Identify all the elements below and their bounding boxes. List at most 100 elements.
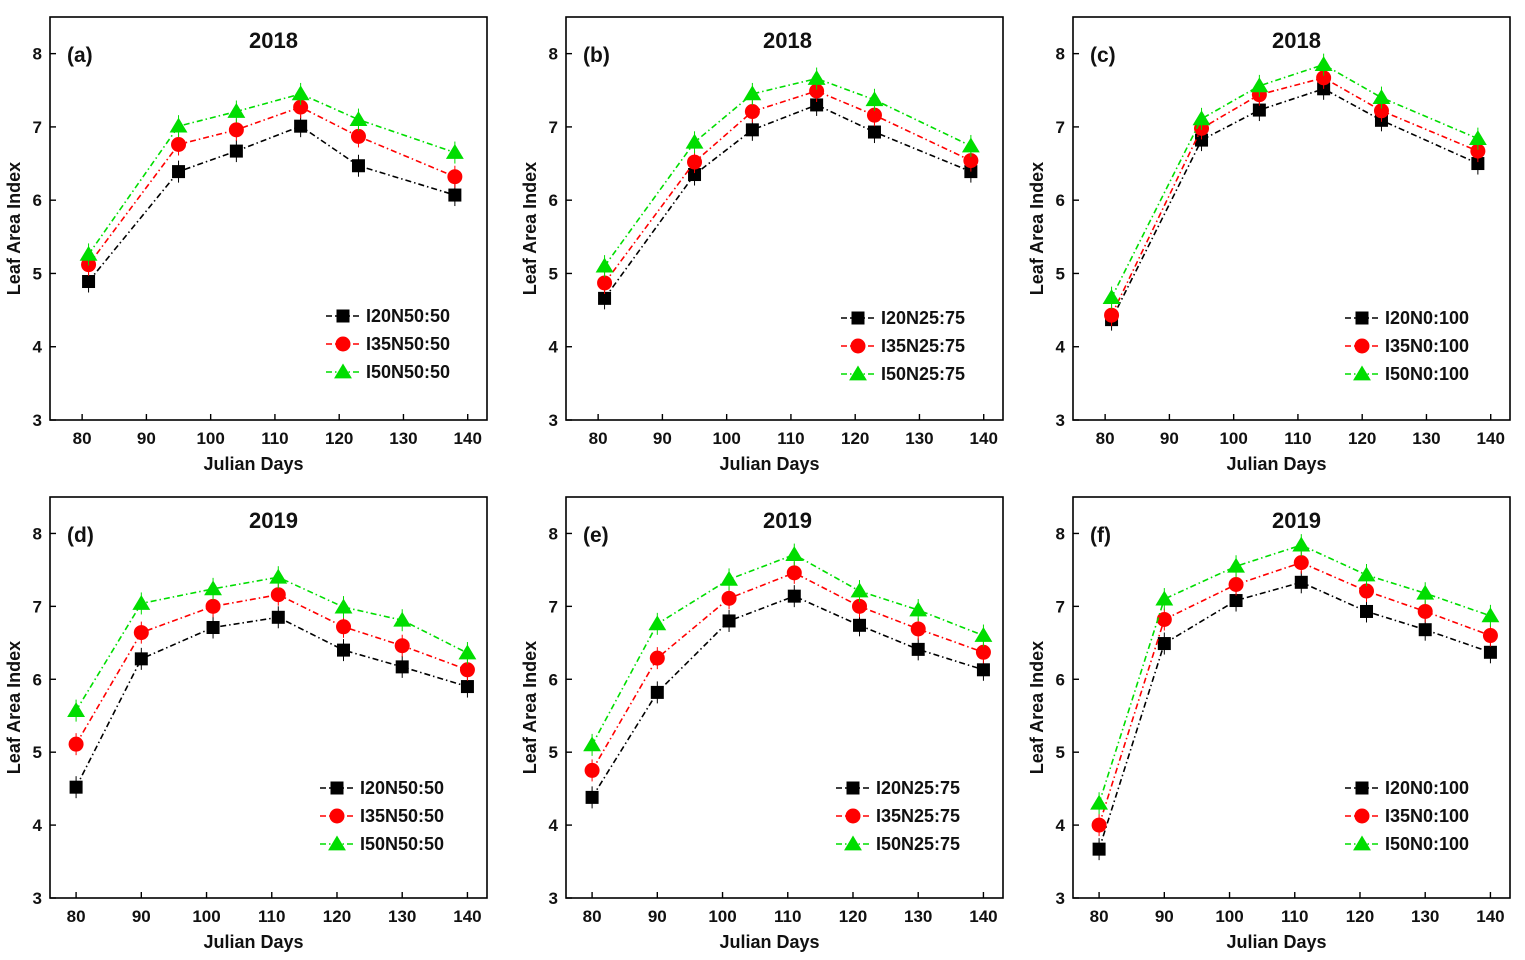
- data-point: [69, 780, 83, 794]
- y-tick-label: 7: [1056, 118, 1065, 137]
- plot-frame: [565, 16, 1004, 421]
- legend-label: I20N0:100: [1385, 308, 1469, 328]
- legend: I20N0:100 I35N0:100 I50N0:100: [1345, 308, 1469, 384]
- data-point: [1471, 157, 1485, 171]
- legend: I20N25:75 I35N25:75 I50N25:75: [841, 308, 965, 384]
- data-point: [82, 275, 96, 289]
- x-tick-label: 140: [453, 907, 481, 926]
- data-point: [458, 644, 477, 660]
- series-I50N50:50: [79, 82, 464, 266]
- data-point: [975, 644, 991, 660]
- plot-frame: [1072, 496, 1511, 899]
- x-tick-label: 130: [388, 907, 416, 926]
- chart-panel-e: 80 90 100 110 120 130 140 3 4 5 6 7 8 Julian Days Leaf…: [520, 496, 1004, 952]
- data-point: [67, 702, 86, 717]
- legend-marker: [1355, 311, 1369, 325]
- series-I20N0:100: [1105, 77, 1485, 331]
- chart-panel-b: 80 90 100 110 120 130 140 3 4 5 6 7 8 Julian Days Leaf…: [520, 16, 1004, 474]
- data-point: [169, 117, 188, 133]
- series-I50N0:100: [1090, 534, 1500, 815]
- y-tick-label: 4: [33, 338, 43, 357]
- x-tick-label: 90: [653, 429, 672, 448]
- y-tick-label: 8: [33, 524, 42, 543]
- x-tick-label: 130: [904, 907, 932, 926]
- data-point: [1157, 637, 1171, 651]
- legend: I20N50:50 I35N50:50 I50N50:50: [320, 778, 444, 854]
- series-I50N25:75: [583, 543, 993, 756]
- x-tick-label: 130: [1412, 429, 1440, 448]
- x-axis-title: Julian Days: [719, 932, 819, 952]
- x-tick-label: 130: [905, 429, 933, 448]
- legend-label: I35N0:100: [1385, 336, 1469, 356]
- chart-panel-d: 80 90 100 110 120 130 140 3 4 5 6 7 8 Julian Days Leaf…: [4, 496, 488, 952]
- x-tick-label: 80: [589, 429, 608, 448]
- y-tick-label: 6: [33, 191, 42, 210]
- legend-label: I20N25:75: [881, 308, 965, 328]
- data-point: [336, 619, 352, 635]
- data-point: [204, 580, 222, 596]
- y-axis-title: Leaf Area Index: [520, 641, 540, 774]
- series-line: [1110, 87, 1479, 320]
- x-tick-label: 100: [708, 907, 736, 926]
- series-line: [1110, 76, 1479, 316]
- data-point: [1227, 557, 1245, 573]
- legend-marker: [1355, 781, 1369, 795]
- series-I35N25:75: [597, 80, 979, 294]
- panel-tag: (d): [67, 524, 94, 547]
- legend-label: I35N25:75: [881, 336, 965, 356]
- data-point: [337, 643, 351, 657]
- legend-label: I20N50:50: [366, 306, 450, 326]
- data-point: [584, 762, 600, 778]
- legend-label: I50N25:75: [881, 364, 965, 384]
- data-point: [171, 136, 187, 152]
- x-tick-label: 140: [970, 429, 998, 448]
- data-point: [1417, 603, 1433, 619]
- panel-title: 2019: [249, 508, 298, 533]
- data-point: [688, 168, 702, 182]
- legend-label: I50N50:50: [360, 834, 444, 854]
- data-point: [205, 598, 221, 614]
- data-point: [850, 582, 869, 598]
- legend-marker: [1353, 365, 1371, 381]
- y-tick-label: 3: [1056, 411, 1065, 430]
- data-point: [447, 169, 463, 185]
- x-tick-label: 90: [1160, 429, 1179, 448]
- series-I35N25:75: [584, 561, 991, 782]
- data-point: [68, 736, 84, 752]
- data-point: [865, 91, 884, 107]
- series-I50N50:50: [67, 566, 477, 722]
- x-tick-label: 100: [712, 429, 740, 448]
- legend-marker: [1354, 808, 1370, 824]
- x-tick-label: 120: [839, 907, 867, 926]
- series-line: [87, 93, 456, 255]
- data-point: [1104, 307, 1120, 323]
- data-point: [1156, 611, 1172, 627]
- y-tick-label: 8: [1056, 45, 1065, 64]
- panel-tag: (c): [1090, 44, 1116, 67]
- data-point: [132, 594, 151, 610]
- y-tick-label: 5: [33, 743, 42, 762]
- data-point: [807, 70, 826, 85]
- x-tick-label: 90: [137, 429, 156, 448]
- data-point: [1252, 103, 1266, 117]
- data-point: [852, 598, 868, 614]
- data-point: [785, 546, 804, 561]
- data-point: [172, 165, 186, 179]
- data-point: [743, 85, 762, 101]
- legend-marker: [328, 835, 346, 851]
- x-tick-label: 90: [132, 907, 151, 926]
- y-tick-label: 5: [33, 264, 42, 283]
- y-tick-label: 3: [33, 889, 42, 908]
- data-point: [269, 568, 288, 584]
- x-tick-label: 110: [777, 429, 804, 448]
- data-point: [1481, 607, 1500, 623]
- panel-title: 2019: [1272, 508, 1321, 533]
- series-I20N50:50: [82, 115, 462, 293]
- data-point: [349, 111, 368, 126]
- plot-frame: [1072, 16, 1511, 421]
- series-I20N50:50: [69, 606, 474, 799]
- y-tick-label: 6: [549, 191, 558, 210]
- legend-label: I50N50:50: [366, 362, 450, 382]
- data-point: [133, 625, 149, 641]
- x-tick-label: 100: [1219, 429, 1247, 448]
